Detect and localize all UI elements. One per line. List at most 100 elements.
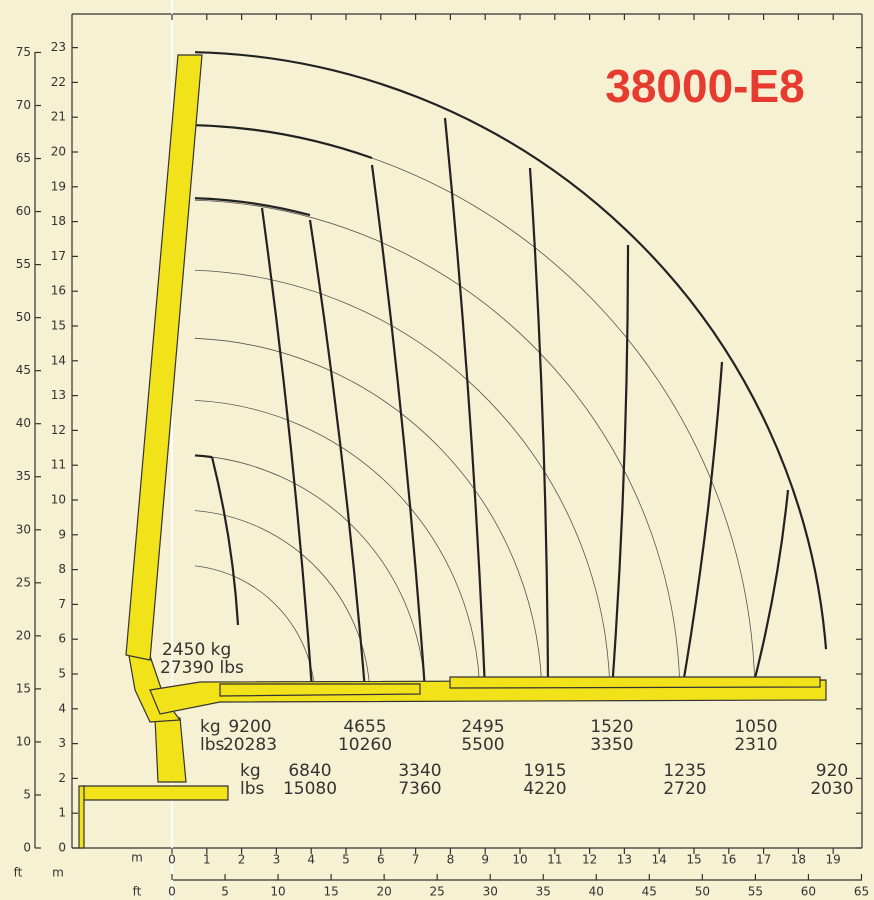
tick-label: 30: [483, 885, 498, 899]
tick-label: 6: [377, 853, 385, 867]
tick-label: 6: [58, 632, 66, 646]
tick-label: 5: [58, 667, 66, 681]
tick-label: 12: [51, 423, 66, 437]
arc: [194, 337, 543, 701]
tick-label: 9: [481, 853, 489, 867]
tick-label: 25: [430, 885, 445, 899]
load-lbs: 2030: [810, 779, 853, 799]
tick-label: 19: [826, 853, 841, 867]
tick-label: 14: [51, 353, 66, 367]
tick-label: 5: [221, 885, 229, 899]
arc: [194, 455, 426, 701]
tick-label: 70: [16, 98, 31, 112]
unit-label: kg: [240, 761, 261, 781]
arc: [194, 454, 213, 459]
tick-label: 16: [721, 853, 736, 867]
tick-label: 35: [16, 469, 31, 483]
tick-label: 15: [51, 319, 66, 333]
tick-label: 14: [652, 853, 667, 867]
tick-label: 23: [51, 40, 66, 54]
tick-label: 3: [58, 736, 66, 750]
arc: [194, 197, 311, 217]
tick-label: 2: [238, 853, 246, 867]
load-lbs: 20283: [223, 735, 277, 755]
load-lbs: 2720: [663, 779, 706, 799]
tick-label: 2: [58, 771, 66, 785]
load-kg: 3340: [398, 761, 441, 781]
unit: m: [131, 851, 143, 865]
tick-label: 3: [273, 853, 281, 867]
unit: ft: [133, 885, 142, 899]
tick-label: 18: [51, 214, 66, 228]
tick-label: 17: [756, 853, 771, 867]
tick-label: 75: [16, 45, 31, 59]
tick-label: 1: [58, 806, 66, 820]
top-load-kg: 2450 kg: [162, 640, 231, 660]
load-lbs: 4220: [523, 779, 566, 799]
unit-label: kg: [200, 717, 221, 737]
tick-label: 30: [16, 522, 31, 536]
load-curve: [750, 489, 790, 691]
load-curve: [260, 207, 314, 691]
load-lbs: 7360: [398, 779, 441, 799]
tick-label: 11: [547, 853, 562, 867]
tick-label: 55: [748, 885, 763, 899]
unit: ft: [14, 866, 23, 880]
tick-label: 4: [307, 853, 315, 867]
tick-label: 40: [16, 416, 31, 430]
tick-label: 25: [16, 575, 31, 589]
tick-label: 15: [686, 853, 701, 867]
arc: [194, 199, 681, 701]
load-curves: [194, 51, 828, 701]
tick-label: 40: [589, 885, 604, 899]
tick-label: 0: [23, 841, 31, 855]
tick-label: 20: [51, 145, 66, 159]
tick-label: 17: [51, 249, 66, 263]
tick-label: 12: [582, 853, 597, 867]
arc: [194, 269, 611, 701]
unit: m: [52, 866, 64, 880]
load-curve: [680, 361, 724, 691]
load-curve: [528, 167, 550, 691]
arc: [194, 124, 373, 160]
tick-label: 35: [536, 885, 551, 899]
tick-label: 5: [23, 787, 31, 801]
load-curve: [610, 244, 630, 691]
tick-label: 20: [16, 628, 31, 642]
title: 38000-E8: [605, 60, 805, 112]
tick-label: 15: [323, 885, 338, 899]
load-lbs: 10260: [338, 735, 392, 755]
tick-label: 10: [512, 853, 527, 867]
tick-label: 11: [51, 458, 66, 472]
load-lbs: 15080: [283, 779, 337, 799]
arc: [194, 124, 756, 701]
tick-label: 16: [51, 284, 66, 298]
tick-label: 65: [16, 151, 31, 165]
tick-label: 7: [58, 597, 66, 611]
tick-label: 0: [168, 853, 176, 867]
load-curve: [443, 117, 487, 691]
tick-label: 13: [617, 853, 632, 867]
top-load-lbs: 27390 lbs: [160, 658, 244, 678]
load-kg: 1050: [734, 717, 777, 737]
tick-label: 1: [203, 853, 211, 867]
arc: [194, 565, 316, 701]
load-curve: [308, 219, 367, 691]
tick-label: 4: [58, 701, 66, 715]
tick-label: 8: [58, 562, 66, 576]
unit-label: lbs: [240, 779, 265, 799]
tick-label: 22: [51, 75, 66, 89]
load-kg: 9200: [228, 717, 271, 737]
tick-label: 10: [270, 885, 285, 899]
tick-label: 15: [16, 681, 31, 695]
load-curve: [210, 456, 240, 626]
tick-label: 65: [854, 885, 869, 899]
load-lbs: 3350: [590, 735, 633, 755]
load-kg: 920: [816, 761, 848, 781]
tick-label: 13: [51, 388, 66, 402]
unit-label: lbs: [200, 735, 225, 755]
tick-label: 19: [51, 179, 66, 193]
tick-label: 18: [791, 853, 806, 867]
tick-label: 0: [168, 885, 176, 899]
